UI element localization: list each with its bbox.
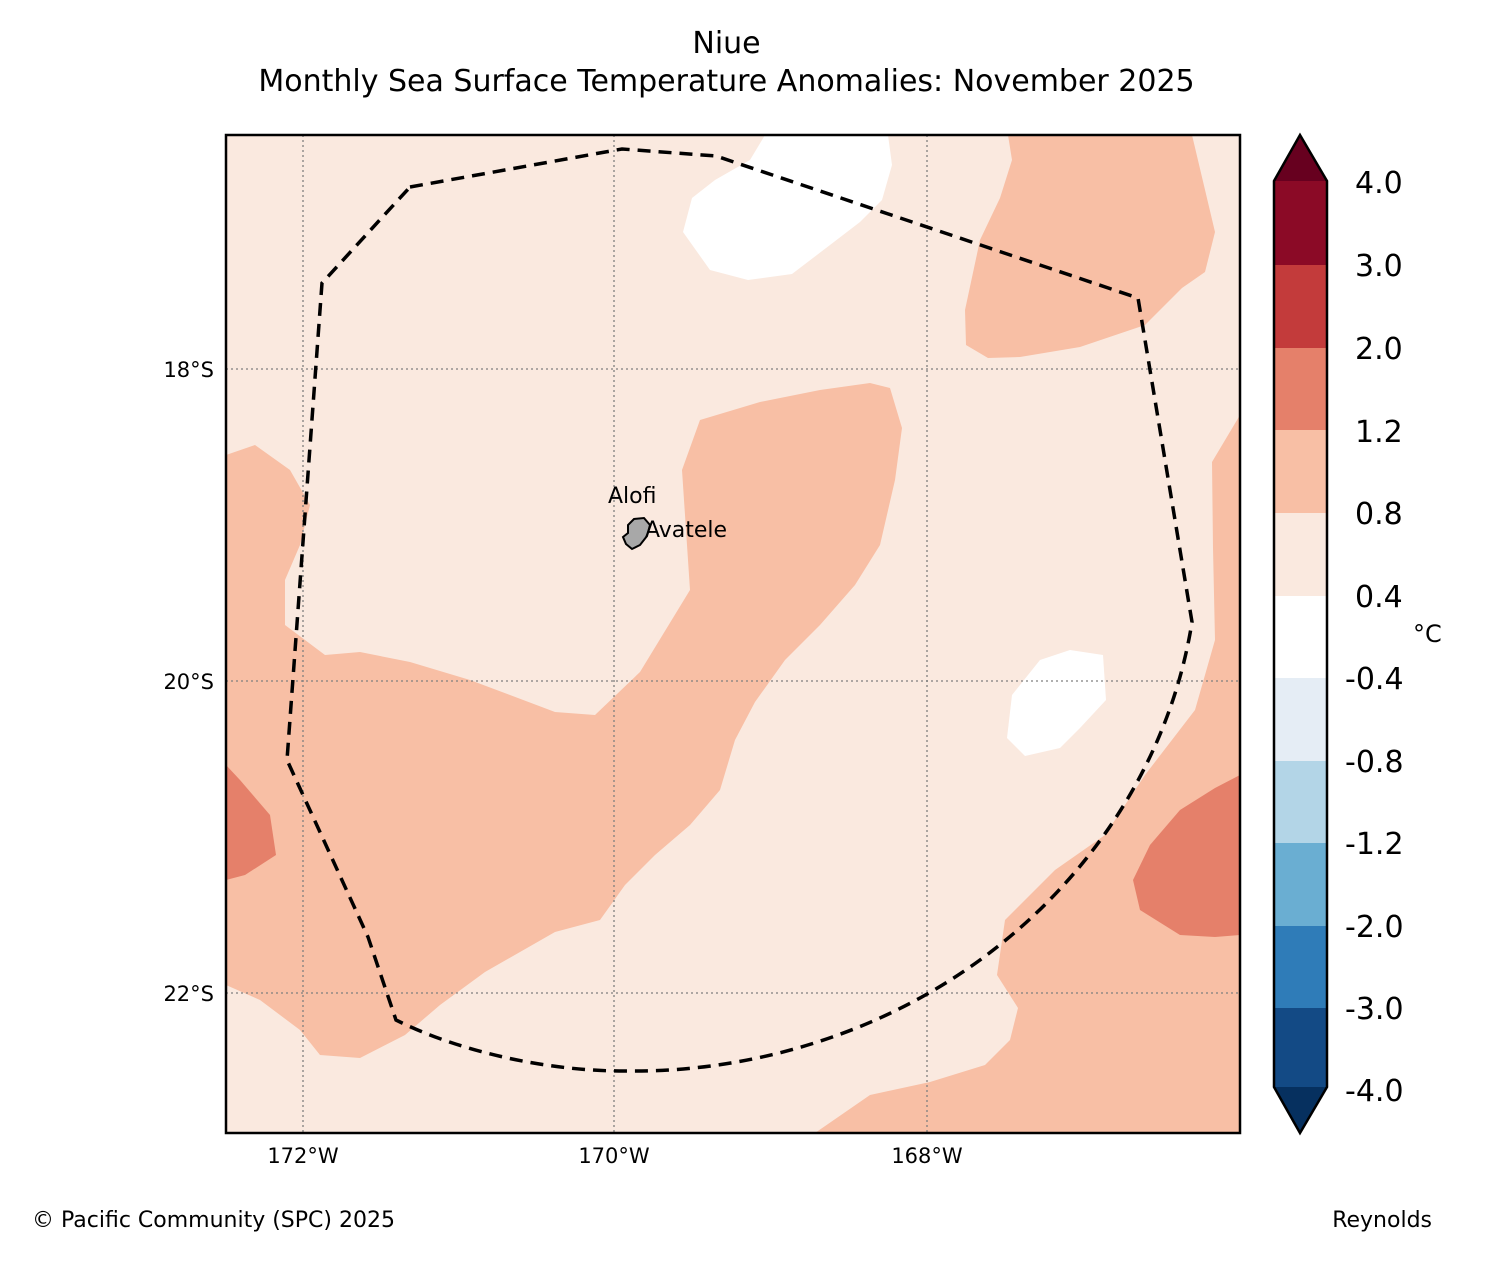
niue-island-shape <box>621 516 652 551</box>
colorbar-swatch-neg1.2-neg2.0 <box>1274 843 1327 927</box>
sst-region-central-warm <box>226 383 902 1058</box>
colorbar-ticks: 4.0 3.0 2.0 1.2 0.8 0.4 -0.4 -0.8 -1.2 -… <box>1345 166 1404 1109</box>
colorbar-tick-3.0: 3.0 <box>1355 249 1403 284</box>
sst-region-northeast-warm <box>965 135 1215 358</box>
colorbar-tick-neg1.2: -1.2 <box>1345 827 1404 862</box>
colorbar-swatch-0.8-1.2 <box>1274 430 1327 514</box>
gridlines <box>226 135 1240 1133</box>
colorbar-tick-0.8: 0.8 <box>1355 497 1403 532</box>
sst-region-east-hot <box>1133 775 1240 937</box>
data-source-text: Reynolds <box>1332 1208 1432 1233</box>
colorbar <box>1272 132 1329 1136</box>
place-label-alofi: Alofi <box>608 484 656 509</box>
copyright-text: © Pacific Community (SPC) 2025 <box>32 1208 395 1233</box>
colorbar-outline <box>1272 132 1329 1136</box>
chart-title: Niue <box>692 26 761 61</box>
colorbar-extend-max <box>1274 135 1327 181</box>
colorbar-swatch-neutral <box>1274 596 1327 680</box>
lon-label-170w: 170°W <box>578 1144 650 1168</box>
colorbar-swatch-neg0.4-neg0.8 <box>1274 678 1327 762</box>
colorbar-swatch-0.4-0.8 <box>1274 513 1327 597</box>
map-frame <box>224 133 1242 1135</box>
colorbar-extend-min <box>1274 1087 1327 1133</box>
colorbar-tick-0.4: 0.4 <box>1355 580 1403 615</box>
place-label-avatele: Avatele <box>645 518 727 543</box>
lat-label-20s: 20°S <box>163 670 214 694</box>
lon-label-172w: 172°W <box>267 1144 339 1168</box>
chart-subtitle: Monthly Sea Surface Temperature Anomalie… <box>258 64 1195 99</box>
eez-boundary-line <box>285 147 1194 1073</box>
colorbar-swatch-3.0-4.0 <box>1274 181 1327 266</box>
colorbar-swatch-neg3.0-neg4.0 <box>1274 1008 1327 1088</box>
colorbar-unit-label: °C <box>1413 620 1442 648</box>
lat-label-18s: 18°S <box>163 358 214 382</box>
lon-label-168w: 168°W <box>891 1144 963 1168</box>
colorbar-swatch-2.0-3.0 <box>1274 265 1327 349</box>
sst-region-southeast-warm <box>815 415 1240 1133</box>
colorbar-tick-neg4.0: -4.0 <box>1345 1074 1404 1109</box>
colorbar-swatch-neg0.8-neg1.2 <box>1274 761 1327 845</box>
colorbar-tick-2.0: 2.0 <box>1355 332 1403 367</box>
lat-label-22s: 22°S <box>163 982 214 1006</box>
colorbar-tick-4.0: 4.0 <box>1355 166 1403 201</box>
anomaly-field <box>226 135 1240 1133</box>
colorbar-swatch-1.2-2.0 <box>1274 348 1327 432</box>
colorbar-tick-1.2: 1.2 <box>1355 415 1403 450</box>
colorbar-tick-neg0.8: -0.8 <box>1345 745 1404 780</box>
sst-region-north-neutral <box>683 135 892 280</box>
colorbar-tick-neg3.0: -3.0 <box>1345 992 1404 1027</box>
sst-region-east-neutral <box>1007 650 1106 756</box>
sst-region-west-hot <box>226 765 276 880</box>
colorbar-tick-neg0.4: -0.4 <box>1345 662 1404 697</box>
colorbar-swatch-neg2.0-neg3.0 <box>1274 926 1327 1010</box>
colorbar-tick-neg2.0: -2.0 <box>1345 910 1404 945</box>
